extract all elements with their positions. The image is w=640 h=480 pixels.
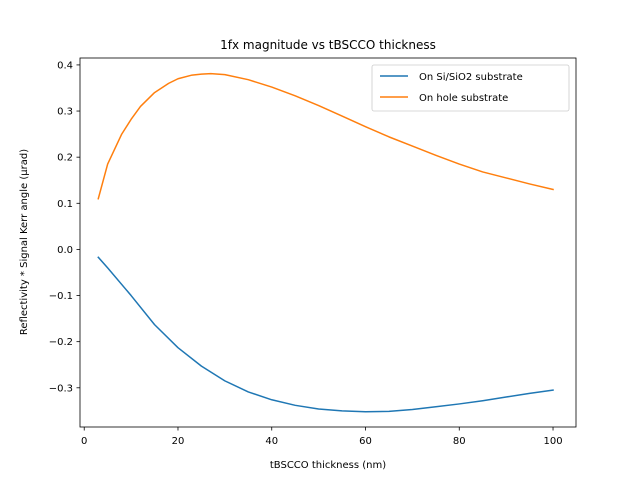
x-tick-label: 40 — [265, 436, 278, 447]
y-tick-label: 0.3 — [57, 107, 73, 118]
y-axis-label: Reflectivity * Signal Kerr angle (µrad) — [19, 149, 30, 335]
x-tick-label: 60 — [359, 436, 372, 447]
x-axis-label: tBSCCO thickness (nm) — [270, 460, 386, 471]
legend-label-hole: On hole substrate — [419, 93, 508, 104]
x-axis-ticks: 0 20 40 60 80 100 — [81, 427, 563, 447]
x-tick-label: 100 — [543, 436, 562, 447]
plot-frame — [79, 57, 577, 428]
x-tick-label: 20 — [172, 436, 185, 447]
y-tick-label: 0.2 — [57, 153, 73, 164]
series-line-1 — [97, 72, 554, 200]
y-tick-label: −0.3 — [49, 383, 73, 394]
series-line-0 — [97, 256, 554, 413]
y-tick-label: −0.1 — [49, 291, 73, 302]
y-axis-ticks: −0.3 −0.2 −0.1 0.0 0.1 0.2 0.3 0.4 — [49, 60, 80, 394]
legend-label-si-sio2: On Si/SiO2 substrate — [419, 72, 523, 83]
chart-title: 1fx magnitude vs tBSCCO thickness — [220, 38, 436, 52]
y-tick-label: −0.2 — [49, 337, 73, 348]
legend-box — [371, 64, 570, 112]
y-tick-label: 0.0 — [57, 245, 73, 256]
legend: On Si/SiO2 substrate On hole substrate — [371, 64, 570, 112]
y-tick-label: 0.4 — [57, 60, 73, 71]
x-tick-label: 0 — [81, 436, 87, 447]
plot-series — [97, 72, 554, 413]
y-tick-label: 0.1 — [57, 199, 73, 210]
x-tick-label: 80 — [453, 436, 466, 447]
